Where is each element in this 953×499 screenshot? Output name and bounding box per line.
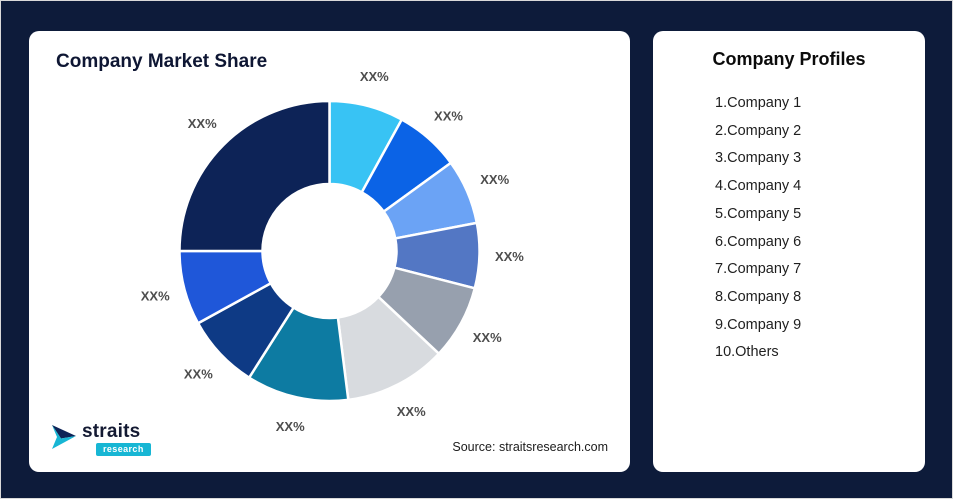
segment-label: XX% xyxy=(473,330,502,345)
segment-label: XX% xyxy=(480,172,509,187)
segment-label: XX% xyxy=(184,367,213,382)
logo-name: straits xyxy=(82,421,141,442)
company-profiles-card: Company Profiles 1.Company 1 2.Company 2 3… xyxy=(653,31,925,472)
logo-text: straits research xyxy=(82,422,151,456)
chart-title: Company Market Share xyxy=(56,51,268,72)
company-list-item: 7.Company 7 xyxy=(715,261,802,278)
straits-logo-icon xyxy=(52,425,76,449)
straits-research-logo: straits research xyxy=(51,422,151,456)
segment-label: XX% xyxy=(276,419,305,434)
donut-segment xyxy=(178,99,331,253)
company-list-item: 10.Others xyxy=(715,344,779,361)
donut-chart-svg: XX% XX% XX% XX% XX% XX% XX% XX% XX% XX% xyxy=(141,69,525,434)
company-list-item: 6.Company 6 xyxy=(715,233,802,250)
logo-sub-badge: research xyxy=(96,443,151,456)
segment-label: XX% xyxy=(495,249,524,264)
segment-label: XX% xyxy=(141,288,170,303)
company-list-item: 3.Company 3 xyxy=(715,150,802,167)
company-list: 1.Company 1 2.Company 2 3.Company 3 4.Compa… xyxy=(715,90,925,367)
company-list-item: 4.Company 4 xyxy=(715,178,802,195)
profiles-title: Company Profiles xyxy=(712,49,866,69)
company-list-item: 2.Company 2 xyxy=(715,122,802,139)
segment-label: XX% xyxy=(434,109,463,124)
segment-label: XX% xyxy=(397,404,426,419)
source-text: Source: straitsresearch.com xyxy=(452,440,608,454)
segment-label: XX% xyxy=(360,69,389,84)
donut-chart: XX% XX% XX% XX% XX% XX% XX% XX% XX% XX% xyxy=(29,56,630,446)
segment-label: XX% xyxy=(188,116,217,131)
company-list-item: 8.Company 8 xyxy=(715,288,802,305)
company-list-item: 9.Company 9 xyxy=(715,316,802,333)
company-list-item: 5.Company 5 xyxy=(715,205,802,222)
company-list-item: 1.Company 1 xyxy=(715,95,802,111)
market-share-card: Company Market Share XX% XX% XX% XX% XX% XX% X… xyxy=(29,31,630,472)
